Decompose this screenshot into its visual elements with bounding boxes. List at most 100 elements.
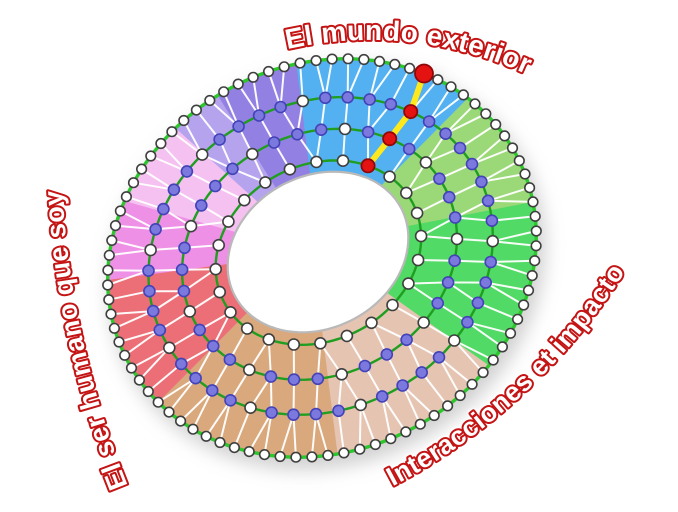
mesh-node[interactable] [125,362,138,374]
mesh-node[interactable] [310,54,322,67]
mesh-node[interactable] [417,316,431,329]
mesh-node[interactable] [340,329,354,343]
mesh-node[interactable] [149,223,162,236]
mesh-node[interactable] [469,98,481,110]
mesh-node[interactable] [450,232,464,246]
mesh-node[interactable] [481,194,495,208]
mesh-node[interactable] [322,449,334,462]
mesh-node[interactable] [232,78,244,90]
mesh-node[interactable] [411,253,425,267]
mesh-node[interactable] [433,172,446,185]
mesh-node[interactable] [439,127,452,140]
mesh-node[interactable] [310,155,323,169]
mesh-node[interactable] [193,323,206,337]
mesh-node[interactable] [175,357,188,371]
mesh-node[interactable] [383,170,396,183]
mesh-node[interactable] [290,451,302,463]
mesh-node[interactable] [274,450,286,463]
mesh-node[interactable] [490,118,502,131]
mesh-node[interactable] [486,234,500,248]
mesh-node[interactable] [103,249,115,261]
mesh-node[interactable] [432,74,444,86]
mesh-node[interactable] [102,264,114,276]
mesh-node[interactable] [109,220,122,232]
mesh-node[interactable] [389,58,401,71]
mesh-node[interactable] [447,334,461,347]
mesh-node[interactable] [341,91,355,104]
mesh-node[interactable] [402,142,416,156]
highlight-node[interactable] [360,158,376,174]
mesh-node[interactable] [263,65,275,78]
mesh-node[interactable] [143,284,156,298]
mesh-node[interactable] [258,449,271,461]
mesh-node[interactable] [142,264,155,278]
mesh-node[interactable] [163,406,175,418]
mesh-node[interactable] [336,154,350,167]
mesh-node[interactable] [479,276,493,289]
mesh-node[interactable] [385,433,397,445]
mesh-node[interactable] [506,142,519,154]
mesh-node[interactable] [326,53,338,65]
mesh-node[interactable] [190,104,202,116]
mesh-node[interactable] [213,285,226,299]
mesh-node[interactable] [380,348,394,361]
mesh-node[interactable] [152,396,164,408]
mesh-node[interactable] [105,308,117,320]
mesh-node[interactable] [175,263,189,277]
mesh-node[interactable] [480,108,492,120]
mesh-node[interactable] [471,296,485,310]
mesh-node[interactable] [414,229,428,243]
mesh-node[interactable] [106,234,118,246]
mesh-node[interactable] [214,436,226,449]
mesh-node[interactable] [189,371,202,385]
mesh-node[interactable] [386,298,399,312]
mesh-node[interactable] [314,123,328,136]
mesh-node[interactable] [142,385,154,398]
highlight-node[interactable] [403,104,419,120]
mesh-node[interactable] [428,409,440,422]
mesh-node[interactable] [523,182,536,194]
mesh-node[interactable] [296,94,310,108]
mesh-node[interactable] [175,415,187,427]
mesh-node[interactable] [177,284,191,298]
mesh-node[interactable] [526,270,538,282]
mesh-node[interactable] [102,279,114,291]
mesh-node[interactable] [155,137,167,150]
mesh-node[interactable] [290,128,304,141]
mesh-node[interactable] [287,408,300,422]
highlight-node[interactable] [414,63,434,84]
mesh-node[interactable] [153,323,167,337]
mesh-node[interactable] [167,183,181,196]
mesh-node[interactable] [402,277,415,290]
mesh-node[interactable] [145,150,157,162]
highlight-node[interactable] [382,131,398,147]
mesh-node[interactable] [363,93,377,106]
mesh-node[interactable] [146,304,160,318]
mesh-node[interactable] [511,313,524,325]
mesh-node[interactable] [530,240,542,252]
mesh-node[interactable] [400,426,412,438]
mesh-node[interactable] [178,114,190,127]
mesh-node[interactable] [400,333,413,347]
mesh-node[interactable] [212,238,225,252]
mesh-node[interactable] [499,130,511,142]
mesh-node[interactable] [477,366,489,379]
mesh-node[interactable] [399,186,413,200]
mesh-node[interactable] [309,407,323,421]
mesh-node[interactable] [354,443,366,455]
mesh-node[interactable] [200,430,212,442]
mesh-node[interactable] [465,157,479,171]
mesh-node[interactable] [144,243,157,257]
mesh-node[interactable] [448,211,462,224]
mesh-node[interactable] [314,336,327,350]
mesh-node[interactable] [120,191,132,203]
mesh-node[interactable] [247,71,259,83]
mesh-node[interactable] [442,400,454,412]
mesh-node[interactable] [287,373,301,386]
mesh-node[interactable] [361,125,375,139]
mesh-node[interactable] [414,418,426,430]
mesh-node[interactable] [184,219,198,233]
mesh-node[interactable] [267,136,281,149]
mesh-node[interactable] [224,305,237,319]
mesh-node[interactable] [422,115,436,128]
